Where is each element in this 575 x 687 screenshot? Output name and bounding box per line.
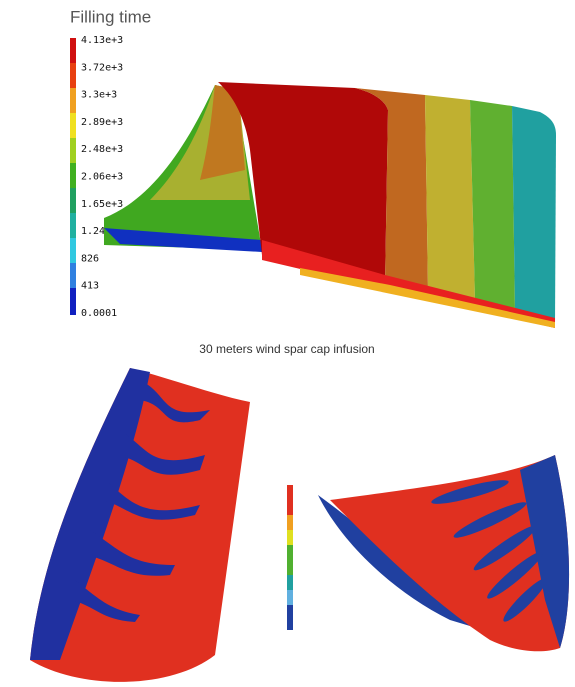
colorbar-label: 4.13e+3 [81, 35, 123, 46]
bottom-left-model [30, 368, 250, 682]
colorbar-label: 1.65e+3 [81, 199, 123, 210]
colorbar-labels: 4.13e+3 3.72e+3 3.3e+3 2.89e+3 2.48e+3 2.06e+… [81, 35, 123, 319]
bottom-right-model [318, 455, 569, 651]
title: Filling time [70, 7, 151, 26]
colorbar-label: 826 [81, 253, 99, 264]
colorbar-label: 0.0001 [81, 308, 117, 319]
colorbar-label: 3.72e+3 [81, 62, 123, 73]
figure: Filling time 4.13e+3 3.72e+3 3.3e+3 2.89e+3… [0, 0, 575, 687]
colorbar-label: 2.06e+3 [81, 172, 123, 183]
colorbar-label: 413 [81, 281, 99, 292]
small-colorbar [287, 485, 293, 630]
top-model [104, 82, 556, 328]
caption: 30 meters wind spar cap infusion [199, 342, 374, 356]
colorbar [70, 38, 76, 315]
colorbar-label: 2.89e+3 [81, 117, 123, 128]
colorbar-label: 2.48e+3 [81, 144, 123, 155]
colorbar-label: 3.3e+3 [81, 90, 117, 101]
